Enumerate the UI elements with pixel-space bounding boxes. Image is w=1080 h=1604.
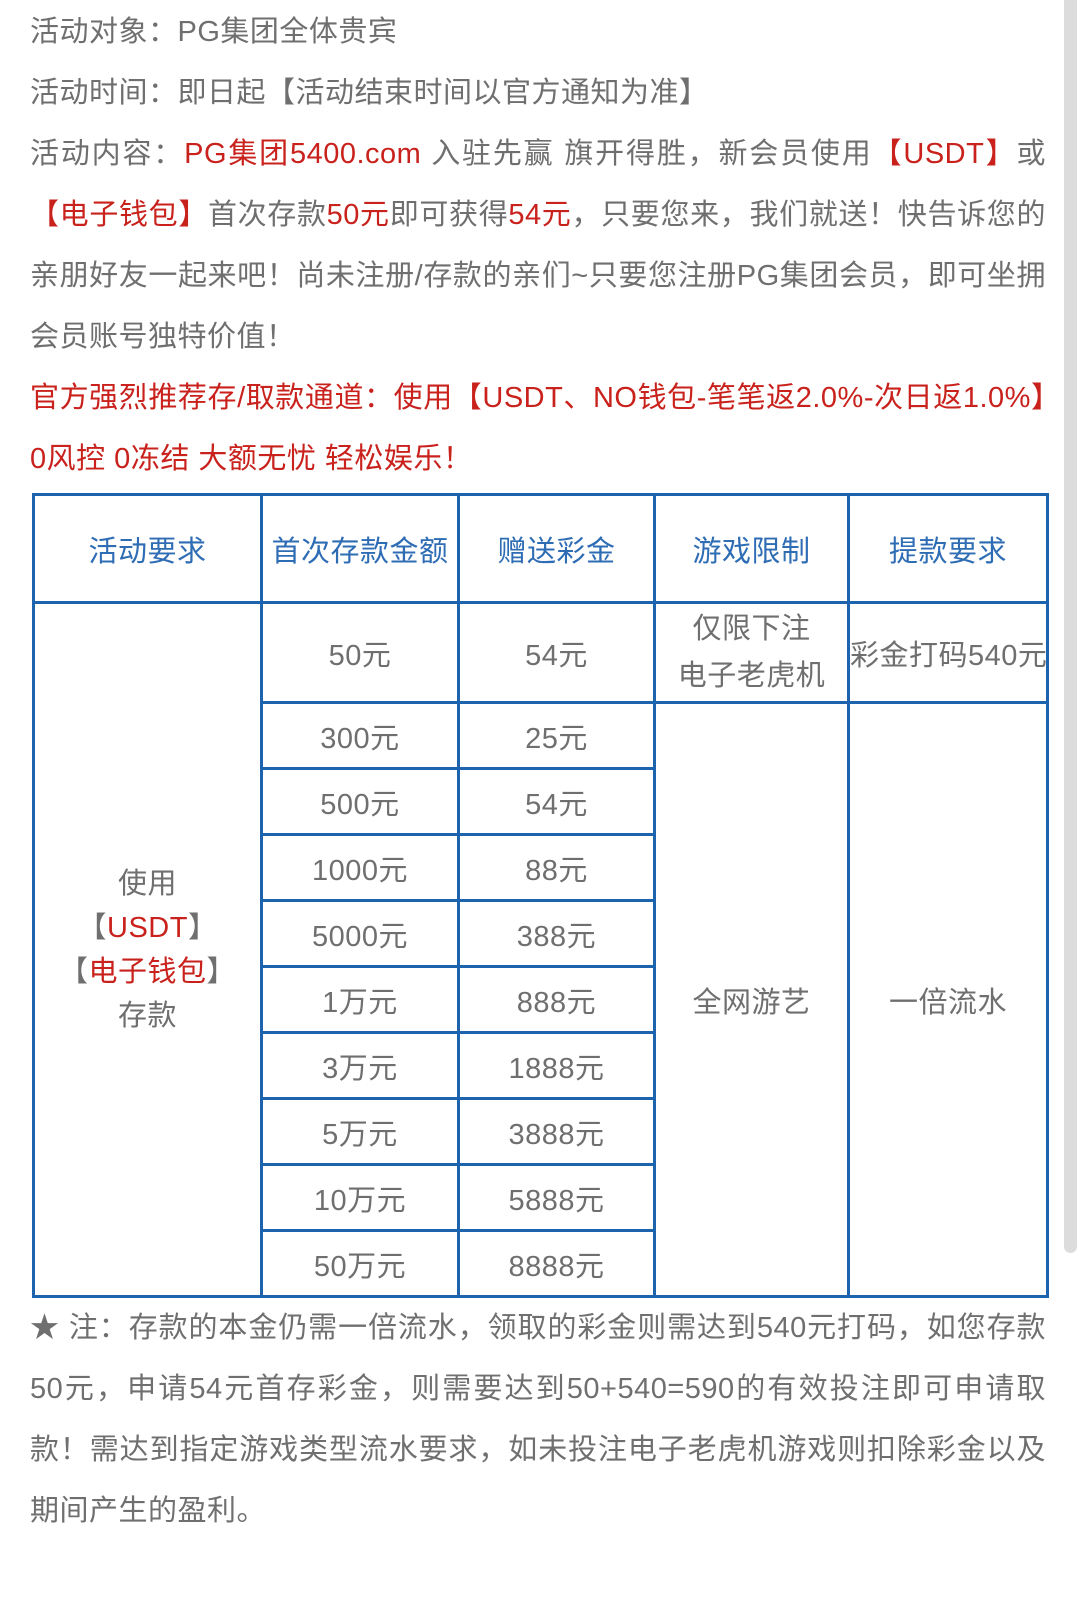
- recommend-channel-paragraph: 官方强烈推荐存/取款通道：使用【USDT、NO钱包-笔笔返2.0%-次日返1.0…: [30, 368, 1046, 490]
- table-row: 500元 54元: [34, 767, 1048, 836]
- text-segment: PG集团5400.com: [184, 138, 432, 170]
- text-segment: 【: [77, 911, 108, 944]
- bonus-cell: 1888元: [457, 1031, 656, 1100]
- requirement-line: 【USDT】: [35, 906, 260, 950]
- table-row: 50万元 8888元: [34, 1229, 1048, 1298]
- text-segment: 存款: [117, 999, 177, 1032]
- text-segment: 首次存款: [207, 199, 327, 231]
- text-segment: ，只要您来，我们就送！快告诉您的亲朋好友一起来吧！尚未注册/存款的亲们~只要您注…: [30, 199, 1046, 353]
- deposit-cell: 50元: [260, 601, 460, 704]
- note-paragraph: ★ 注：存款的本金仍需一倍流水，领取的彩金则需达到540元打码，如您存款50元，…: [30, 1298, 1046, 1542]
- bonus-cell: 8888元: [457, 1229, 656, 1298]
- deposit-cell: 5万元: [260, 1097, 460, 1166]
- bonus-cell: 54元: [457, 767, 656, 836]
- text-segment: 活动时间：即日起【活动结束时间以官方通知为准】: [30, 77, 709, 109]
- table-row: 1万元 888元: [34, 965, 1048, 1034]
- scrollbar-thumb[interactable]: [1064, 0, 1077, 1253]
- withdraw-cell: 彩金打码540元: [847, 601, 1049, 704]
- bonus-cell: 25元: [457, 701, 656, 770]
- bonus-cell: 3888元: [457, 1097, 656, 1166]
- header-withdraw-requirement: 提款要求: [847, 493, 1049, 604]
- text-segment: 50元: [326, 199, 390, 231]
- header-game-limit: 游戏限制: [653, 493, 850, 604]
- deposit-cell: 500元: [260, 767, 460, 836]
- table-row-first: 使用 【USDT】 【电子钱包】 存款 50元 54元 仅限下注 电子老虎机 彩金打码…: [32, 601, 1049, 1298]
- promo-page: 活动对象：PG集团全体贵宾 活动时间：即日起【活动结束时间以官方通知为准】 活动…: [30, 2, 1049, 1542]
- intro-paragraph-time: 活动时间：即日起【活动结束时间以官方通知为准】: [30, 63, 1046, 124]
- promo-table: 活动要求 首次存款金额 赠送彩金 游戏限制 提款要求 使用 【USDT】 【电子钱包…: [32, 493, 1049, 1298]
- table-row: 10万元 5888元: [34, 1163, 1048, 1232]
- deposit-cell: 1万元: [260, 965, 460, 1034]
- text-segment: 使用: [117, 867, 177, 900]
- text-segment: 】: [187, 911, 218, 944]
- bonus-cell: 88元: [457, 833, 656, 902]
- text-segment: 即可获得: [389, 199, 509, 231]
- deposit-cell: 10万元: [260, 1163, 460, 1232]
- header-bonus: 赠送彩金: [457, 493, 656, 604]
- text-segment: 【电子钱包】: [30, 199, 208, 231]
- game-limit-line1: 仅限下注: [692, 612, 811, 645]
- text-segment: ★ 注：存款的本金仍需一倍流水，领取的彩金则需达到540元打码，如您存款50元，…: [30, 1312, 1046, 1527]
- bonus-cell: 888元: [457, 965, 656, 1034]
- requirement-cell: 使用 【USDT】 【电子钱包】 存款: [32, 601, 263, 1298]
- deposit-cell: 5000元: [260, 899, 460, 968]
- table-row: 5万元 3888元: [34, 1097, 1048, 1166]
- merged-withdraw-cell: 一倍流水: [847, 701, 1049, 1298]
- text-segment: 】: [206, 955, 237, 988]
- text-segment: USDT: [107, 911, 188, 944]
- table-row: 3万元 1888元: [34, 1031, 1048, 1100]
- bonus-cell: 388元: [457, 899, 656, 968]
- text-segment: 活动内容：: [30, 138, 185, 170]
- deposit-cell: 3万元: [260, 1031, 460, 1100]
- table-row: 1000元 88元: [34, 833, 1048, 902]
- text-segment: 电子钱包: [88, 955, 207, 988]
- header-activity-requirement: 活动要求: [32, 493, 263, 604]
- intro-paragraph-content: 活动内容：PG集团5400.com 入驻先赢 旗开得胜，新会员使用【USDT】或…: [30, 124, 1046, 368]
- bonus-cell: 54元: [457, 601, 656, 704]
- requirement-line: 使用: [35, 862, 260, 906]
- note-section: ★ 注：存款的本金仍需一倍流水，领取的彩金则需达到540元打码，如您存款50元，…: [30, 1298, 1046, 1542]
- text-segment: 【: [58, 955, 89, 988]
- text-segment: 54元: [508, 199, 572, 231]
- requirement-line: 【电子钱包】: [35, 950, 260, 994]
- merged-game-limit-cell: 全网游艺: [653, 701, 850, 1298]
- table-header-row: 活动要求 首次存款金额 赠送彩金 游戏限制 提款要求: [32, 493, 1049, 604]
- deposit-cell: 1000元: [260, 833, 460, 902]
- table-row: 300元 25元 全网游艺 一倍流水: [34, 701, 1049, 1298]
- game-limit-line2: 电子老虎机: [677, 659, 826, 692]
- bonus-cell: 5888元: [457, 1163, 656, 1232]
- text-segment: 入驻先赢 旗开得胜，新会员使用: [431, 138, 873, 170]
- text-segment: 官方强烈推荐存/取款通道：使用【USDT、NO钱包-笔笔返2.0%-次日返1.0…: [30, 382, 1046, 475]
- game-limit-cell: 仅限下注 电子老虎机: [653, 601, 850, 704]
- deposit-cell: 300元: [260, 701, 460, 770]
- promo-table-body: 使用 【USDT】 【电子钱包】 存款 50元 54元 仅限下注 电子老虎机 彩金打码…: [32, 601, 1049, 1298]
- text-segment: 【USDT】: [872, 138, 1017, 170]
- text-segment: 或: [1016, 138, 1046, 170]
- deposit-cell: 50万元: [260, 1229, 460, 1298]
- header-first-deposit: 首次存款金额: [260, 493, 460, 604]
- text-segment: 活动对象：PG集团全体贵宾: [30, 16, 398, 48]
- requirement-line: 存款: [35, 994, 260, 1038]
- table-row: 5000元 388元: [34, 899, 1048, 968]
- intro-paragraph-target: 活动对象：PG集团全体贵宾: [30, 2, 1046, 63]
